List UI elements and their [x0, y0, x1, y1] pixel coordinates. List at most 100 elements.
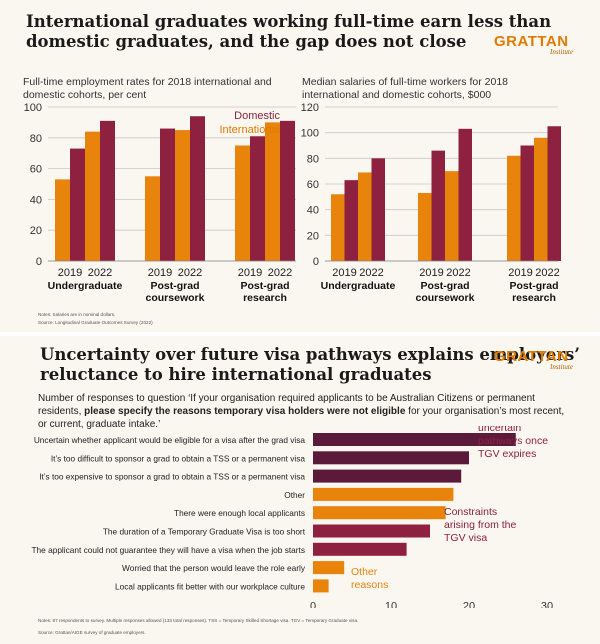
employment-group-label: research: [243, 292, 287, 304]
visa-bar: [313, 433, 516, 446]
employment-legend-international: International: [219, 124, 280, 136]
employment-year-label: 2019: [238, 267, 262, 279]
salary-subtitle-line-1: Median salaries of full-time workers for…: [302, 76, 509, 88]
employment-group-label: Undergraduate: [48, 280, 123, 292]
employment-group-label: Post-grad: [240, 280, 289, 292]
employment-year-label: 2019: [148, 267, 172, 279]
salary-bar-domestic: [520, 145, 534, 261]
salary-subtitle-line-2: international and domestic cohorts, $000: [302, 89, 492, 101]
salary-year-label: 2019: [508, 267, 532, 279]
employment-bar-international: [235, 145, 250, 261]
question-text-bold: please specify the reasons temporary vis…: [84, 406, 406, 417]
employment-salary-panel: International graduates working full-tim…: [0, 0, 600, 332]
employment-bar-international: [145, 176, 160, 261]
visa-bar: [313, 579, 329, 593]
employment-y-tick: 80: [30, 133, 42, 145]
salary-group-label: Undergraduate: [321, 280, 396, 292]
grattan-logo: GRATTAN: [494, 33, 569, 50]
employment-year-label: 2022: [178, 267, 202, 279]
salary-bar-domestic: [547, 126, 561, 261]
employment-bar-domestic: [250, 136, 265, 261]
grattan-logo-2: GRATTAN: [494, 348, 569, 365]
salary-bar-domestic: [431, 150, 445, 261]
question-text-end: for your organisation’s most recent, or …: [38, 406, 565, 430]
employment-group-label: coursework: [146, 292, 205, 304]
survey-question: Number of responses to question ‘If your…: [38, 392, 573, 431]
salary-y-tick: 40: [307, 205, 319, 217]
employment-year-label: 2022: [268, 267, 292, 279]
salary-bar-international: [358, 172, 372, 261]
employment-y-tick: 0: [36, 256, 42, 268]
title-line-1: International graduates working full-tim…: [26, 12, 552, 31]
visa-category-label: It’s too expensive to sponsor a grad to …: [39, 472, 305, 482]
salary-bar-domestic: [344, 180, 358, 261]
employment-bar-domestic: [70, 148, 85, 261]
salary-year-label: 2022: [535, 267, 559, 279]
salary-year-label: 2022: [446, 267, 470, 279]
employment-bar-domestic: [190, 116, 205, 262]
visa-x-tick: 20: [463, 601, 475, 608]
visa-annotation-uncertain: pathways once: [478, 435, 548, 447]
salary-bar-international: [534, 137, 548, 261]
panel-separator: [0, 332, 600, 336]
employment-bar-domestic: [100, 120, 115, 261]
visa-annotation-other: reasons: [351, 579, 388, 591]
salary-year-label: 2022: [359, 267, 383, 279]
visa-category-label: The applicant could not guarantee they w…: [31, 545, 305, 555]
salary-group-label: research: [512, 292, 556, 304]
visa-annotation-other: Other: [351, 566, 378, 578]
visa-category-label: The duration of a Temporary Graduate Vis…: [103, 527, 306, 537]
visa-bar: [313, 506, 446, 520]
title-line-2: domestic graduates, and the gap does not…: [26, 32, 467, 51]
salary-group-label: Post-grad: [509, 280, 558, 292]
visa-bar: [313, 469, 462, 483]
visa-title-line-1: Uncertainty over future visa pathways ex…: [40, 345, 580, 364]
employment-group-label: Post-grad: [150, 280, 199, 292]
employment-bar-international: [85, 131, 100, 261]
employment-subtitle-line-2: domestic cohorts, per cent: [23, 89, 147, 101]
visa-category-label: There were enough local applicants: [174, 508, 305, 518]
salary-y-tick: 20: [307, 230, 319, 242]
top-notes: Notes: Salaries are in nominal dollars.: [38, 312, 116, 317]
employment-year-label: 2022: [88, 267, 112, 279]
salary-bar-international: [418, 192, 432, 261]
employment-bar-international: [55, 179, 70, 261]
grattan-logo-institute-2: Institute: [550, 363, 573, 371]
visa-x-tick: 10: [385, 601, 397, 608]
visa-category-label: Other: [284, 490, 305, 500]
visa-reasons-panel: Uncertainty over future visa pathways ex…: [0, 336, 600, 644]
visa-x-tick: 30: [541, 601, 553, 608]
salary-y-tick: 80: [307, 153, 319, 165]
salary-y-tick: 60: [307, 179, 319, 191]
visa-category-label: Worried that the person would leave the …: [122, 563, 306, 573]
salary-bar-domestic: [458, 128, 472, 261]
salary-group-label: coursework: [416, 292, 475, 304]
bottom-source: Source: Grattan/AIGE survey of graduate …: [38, 630, 146, 635]
visa-reasons-chart: Uncertain whether applicant would be eli…: [31, 426, 553, 608]
visa-bar: [313, 542, 407, 556]
visa-annotation-tgv: Constraints: [444, 506, 497, 518]
visa-category-label: It’s too difficult to sponsor a grad to …: [51, 453, 306, 463]
employment-y-tick: 60: [30, 164, 42, 176]
visa-category-label: Local applicants fit better with our wor…: [115, 581, 305, 591]
employment-year-label: 2019: [58, 267, 82, 279]
salary-chart-subtitle: Median salaries of full-time workers for…: [302, 76, 508, 102]
employment-bar-international: [175, 130, 190, 261]
visa-title-line-2: reluctance to hire international graduat…: [40, 365, 432, 384]
salary-y-tick: 120: [301, 102, 319, 114]
salary-year-label: 2019: [419, 267, 443, 279]
visa-bar: [313, 451, 469, 465]
bottom-notes: Notes: 87 respondents to survey. Multipl…: [38, 618, 359, 623]
employment-subtitle-line-1: Full-time employment rates for 2018 inte…: [23, 76, 272, 88]
employment-y-tick: 20: [30, 225, 42, 237]
salary-y-tick: 100: [301, 128, 319, 140]
salary-bar-international: [507, 155, 521, 261]
question-text-start: Number of responses to question ‘If your…: [38, 393, 535, 417]
employment-chart-subtitle: Full-time employment rates for 2018 inte…: [23, 76, 272, 102]
visa-bar: [313, 524, 430, 538]
top-source: Source: Longitudinal Graduate Outcomes S…: [38, 320, 153, 325]
salary-group-label: Post-grad: [420, 280, 469, 292]
employment-legend-domestic: Domestic: [234, 110, 280, 122]
visa-annotation-uncertain: uncertain: [478, 426, 521, 434]
